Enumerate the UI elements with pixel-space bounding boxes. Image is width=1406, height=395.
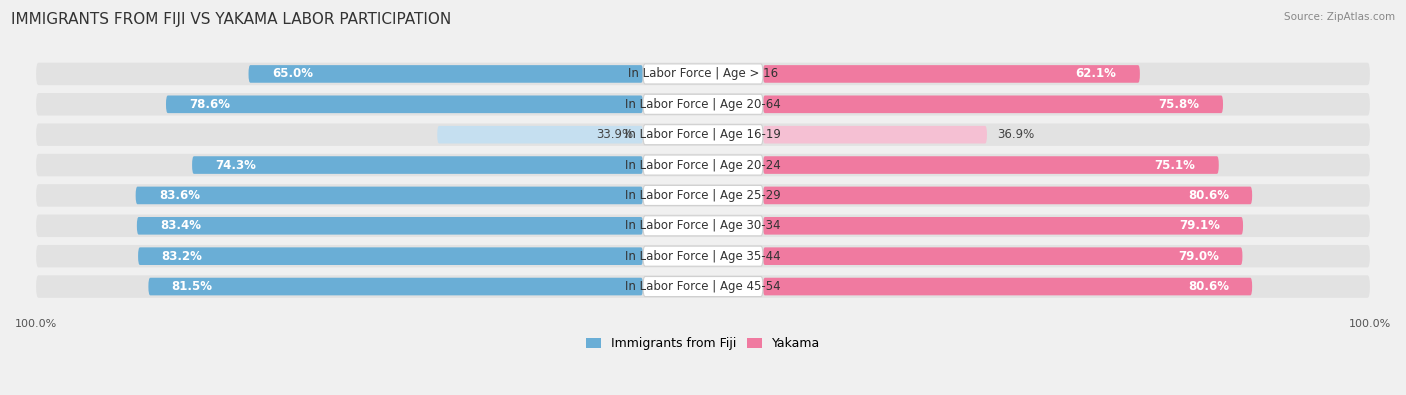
FancyBboxPatch shape: [37, 214, 1369, 237]
Text: 83.6%: 83.6%: [159, 189, 200, 202]
Text: In Labor Force | Age 35-44: In Labor Force | Age 35-44: [626, 250, 780, 263]
FancyBboxPatch shape: [643, 94, 763, 114]
FancyBboxPatch shape: [437, 126, 643, 143]
FancyBboxPatch shape: [37, 124, 1369, 146]
FancyBboxPatch shape: [193, 156, 643, 174]
FancyBboxPatch shape: [37, 184, 1369, 207]
FancyBboxPatch shape: [249, 65, 643, 83]
FancyBboxPatch shape: [763, 186, 1253, 204]
FancyBboxPatch shape: [37, 63, 1369, 85]
FancyBboxPatch shape: [763, 247, 1243, 265]
Text: IMMIGRANTS FROM FIJI VS YAKAMA LABOR PARTICIPATION: IMMIGRANTS FROM FIJI VS YAKAMA LABOR PAR…: [11, 12, 451, 27]
Text: 78.6%: 78.6%: [190, 98, 231, 111]
Text: 62.1%: 62.1%: [1076, 68, 1116, 81]
Text: 83.2%: 83.2%: [162, 250, 202, 263]
Text: 79.1%: 79.1%: [1178, 219, 1219, 232]
Text: In Labor Force | Age 45-54: In Labor Force | Age 45-54: [626, 280, 780, 293]
FancyBboxPatch shape: [149, 278, 643, 295]
FancyBboxPatch shape: [643, 216, 763, 236]
Text: 65.0%: 65.0%: [271, 68, 314, 81]
FancyBboxPatch shape: [763, 65, 1140, 83]
FancyBboxPatch shape: [763, 278, 1253, 295]
Text: 36.9%: 36.9%: [997, 128, 1035, 141]
Text: 80.6%: 80.6%: [1188, 280, 1229, 293]
Text: 75.1%: 75.1%: [1154, 158, 1195, 171]
FancyBboxPatch shape: [643, 64, 763, 84]
Text: In Labor Force | Age 20-24: In Labor Force | Age 20-24: [626, 158, 780, 171]
FancyBboxPatch shape: [643, 276, 763, 297]
Legend: Immigrants from Fiji, Yakama: Immigrants from Fiji, Yakama: [586, 337, 820, 350]
Text: 81.5%: 81.5%: [172, 280, 212, 293]
FancyBboxPatch shape: [37, 275, 1369, 298]
FancyBboxPatch shape: [763, 217, 1243, 235]
FancyBboxPatch shape: [643, 125, 763, 145]
Text: In Labor Force | Age 30-34: In Labor Force | Age 30-34: [626, 219, 780, 232]
FancyBboxPatch shape: [37, 154, 1369, 176]
Text: 33.9%: 33.9%: [596, 128, 633, 141]
Text: Source: ZipAtlas.com: Source: ZipAtlas.com: [1284, 12, 1395, 22]
FancyBboxPatch shape: [37, 93, 1369, 116]
Text: 80.6%: 80.6%: [1188, 189, 1229, 202]
FancyBboxPatch shape: [763, 96, 1223, 113]
FancyBboxPatch shape: [763, 126, 987, 143]
FancyBboxPatch shape: [763, 156, 1219, 174]
Text: 83.4%: 83.4%: [160, 219, 201, 232]
Text: In Labor Force | Age 25-29: In Labor Force | Age 25-29: [626, 189, 780, 202]
FancyBboxPatch shape: [166, 96, 643, 113]
FancyBboxPatch shape: [37, 245, 1369, 267]
Text: In Labor Force | Age 20-64: In Labor Force | Age 20-64: [626, 98, 780, 111]
FancyBboxPatch shape: [643, 155, 763, 175]
Text: 74.3%: 74.3%: [215, 158, 256, 171]
Text: 75.8%: 75.8%: [1159, 98, 1199, 111]
Text: In Labor Force | Age > 16: In Labor Force | Age > 16: [628, 68, 778, 81]
FancyBboxPatch shape: [643, 246, 763, 266]
FancyBboxPatch shape: [138, 247, 643, 265]
FancyBboxPatch shape: [135, 186, 643, 204]
Text: 79.0%: 79.0%: [1178, 250, 1219, 263]
Text: In Labor Force | Age 16-19: In Labor Force | Age 16-19: [626, 128, 780, 141]
FancyBboxPatch shape: [136, 217, 643, 235]
FancyBboxPatch shape: [643, 185, 763, 205]
